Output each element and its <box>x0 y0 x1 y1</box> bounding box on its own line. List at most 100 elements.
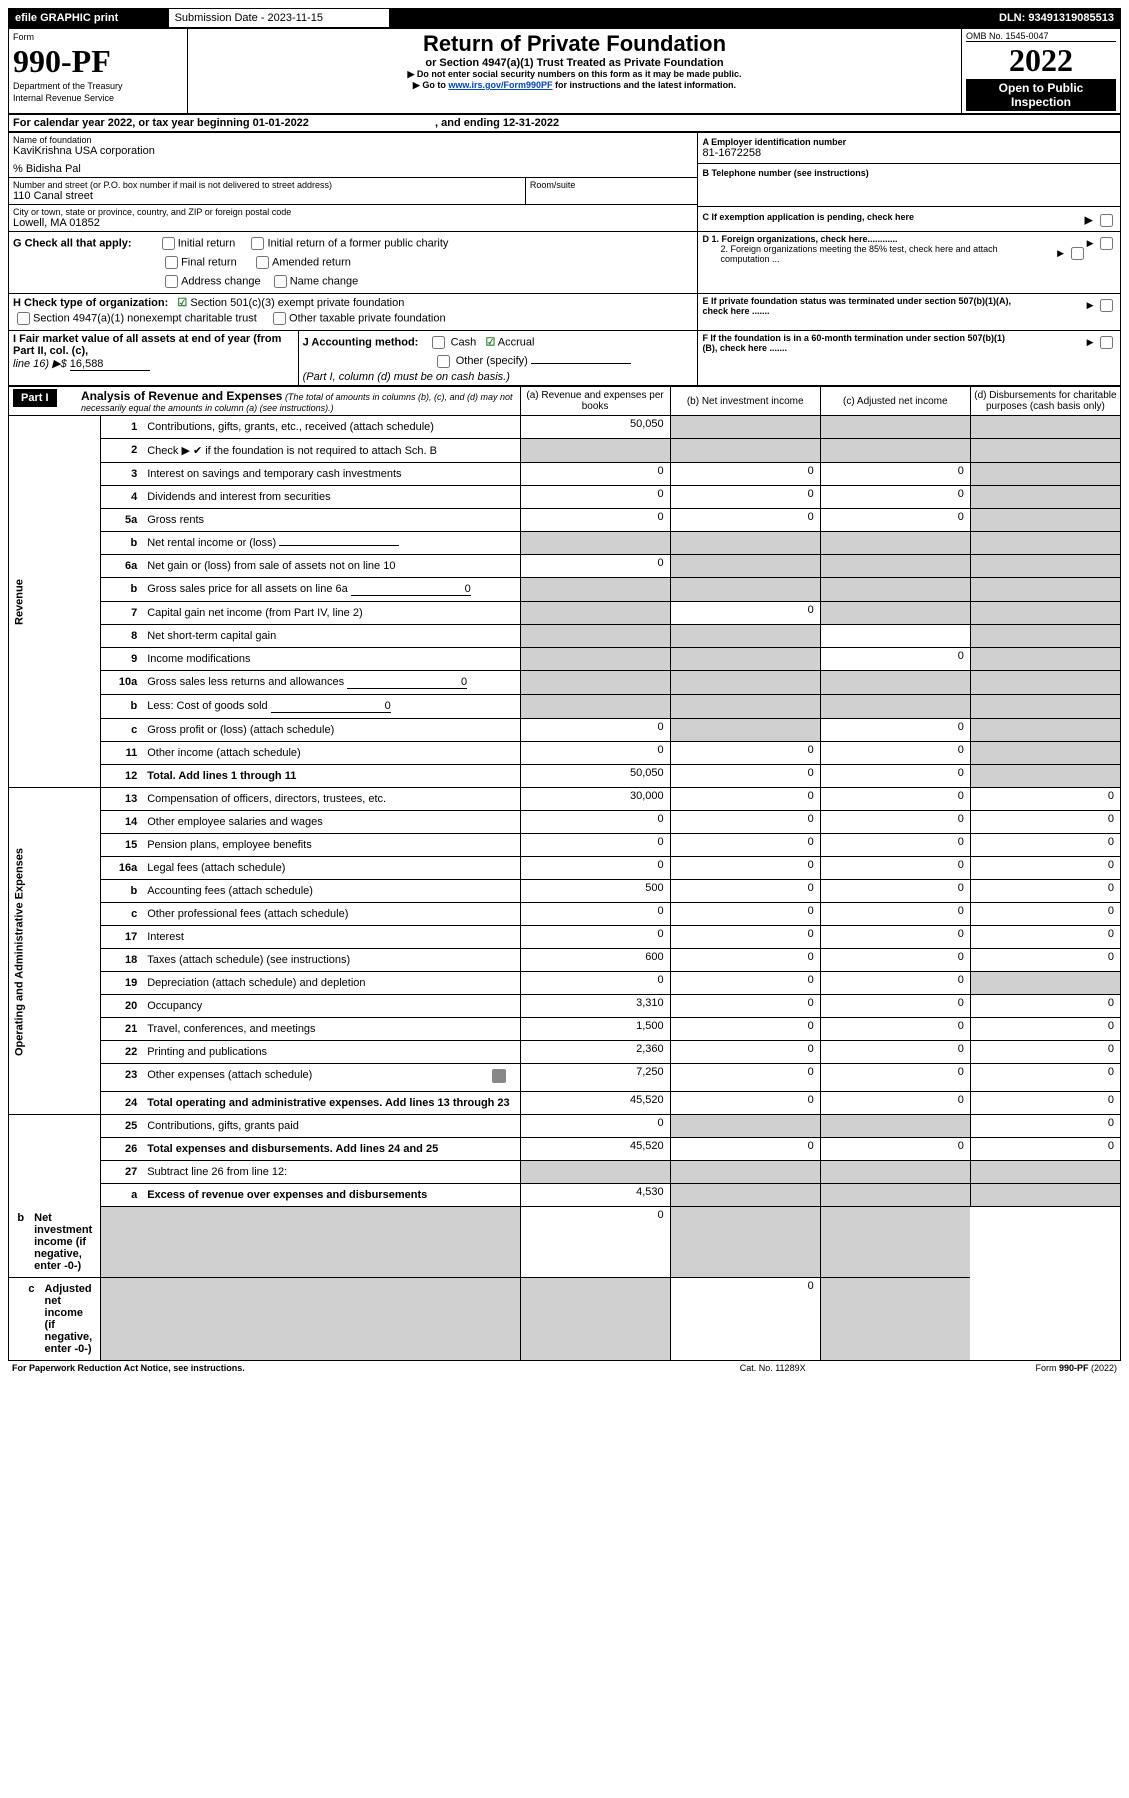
h-other-taxable[interactable] <box>273 312 286 325</box>
g-address-change[interactable] <box>165 275 178 288</box>
col-a-value: 50,050 <box>520 416 670 439</box>
page-footer: For Paperwork Reduction Act Notice, see … <box>8 1361 1121 1375</box>
line-number: 4 <box>105 489 143 505</box>
col-b-value: 0 <box>670 1092 820 1115</box>
g-initial-former[interactable] <box>251 237 264 250</box>
line-row: 8Net short-term capital gain <box>9 625 1121 648</box>
col-a-value <box>520 532 670 555</box>
line-text: Interest <box>143 929 515 945</box>
col-d-value: 0 <box>970 1092 1120 1115</box>
col-d-value <box>970 486 1120 509</box>
line-text: Check ▶ ✔ if the foundation is not requi… <box>143 442 515 459</box>
col-d-value <box>970 416 1120 439</box>
e-checkbox[interactable] <box>1100 299 1113 312</box>
line-row: 16aLegal fees (attach schedule)0000 <box>9 857 1121 880</box>
col-c-value <box>820 439 970 463</box>
col-c-value: 0 <box>820 719 970 742</box>
g-name-change[interactable] <box>274 275 287 288</box>
line-row: 20Occupancy3,310000 <box>9 995 1121 1018</box>
line-number: 24 <box>105 1095 143 1111</box>
line-row: 11Other income (attach schedule)000 <box>9 742 1121 765</box>
box-c-label: C If exemption application is pending, c… <box>702 212 914 222</box>
line-number: 2 <box>105 442 143 459</box>
j-cash[interactable] <box>432 336 445 349</box>
col-a-value: 0 <box>520 1115 670 1138</box>
col-c-value: 0 <box>820 949 970 972</box>
line-text: Other income (attach schedule) <box>143 745 515 761</box>
line-number: 12 <box>105 768 143 784</box>
g-amended-return[interactable] <box>256 256 269 269</box>
col-c-value: 0 <box>820 811 970 834</box>
g-final-return[interactable] <box>165 256 178 269</box>
goto-link[interactable]: www.irs.gov/Form990PF <box>448 80 552 90</box>
col-b-value: 0 <box>670 880 820 903</box>
col-a-value: 50,050 <box>520 765 670 788</box>
line-text: Gross sales price for all assets on line… <box>143 581 515 598</box>
form-label: Form <box>13 32 34 42</box>
col-b-value: 0 <box>670 1041 820 1064</box>
f-checkbox[interactable] <box>1100 336 1113 349</box>
h-4947[interactable] <box>17 312 30 325</box>
col-c-value: 0 <box>820 903 970 926</box>
box-j: J Accounting method: <box>303 336 419 348</box>
line-row: 2Check ▶ ✔ if the foundation is not requ… <box>9 439 1121 463</box>
line-row: 7Capital gain net income (from Part IV, … <box>9 602 1121 625</box>
col-c-value <box>820 671 970 695</box>
city-state-zip: Lowell, MA 01852 <box>13 217 693 229</box>
line-text: Subtract line 26 from line 12: <box>143 1164 515 1180</box>
part1-title: Analysis of Revenue and Expenses <box>81 389 282 403</box>
g-initial-return[interactable] <box>162 237 175 250</box>
part1-table: Part I Analysis of Revenue and Expenses … <box>8 386 1121 1361</box>
col-b-value <box>670 1161 820 1184</box>
attachment-icon[interactable] <box>492 1069 506 1083</box>
col-b-value <box>520 1277 670 1360</box>
col-b-value: 0 <box>670 972 820 995</box>
line-row: 21Travel, conferences, and meetings1,500… <box>9 1018 1121 1041</box>
col-a-value: 0 <box>520 834 670 857</box>
col-c-value <box>820 416 970 439</box>
line-text: Interest on savings and temporary cash i… <box>143 466 515 482</box>
col-a-value: 0 <box>520 742 670 765</box>
line-text: Contributions, gifts, grants paid <box>143 1118 515 1134</box>
col-b-value <box>670 695 820 719</box>
col-c-value: 0 <box>820 926 970 949</box>
box-g-label: G Check all that apply: <box>13 237 132 249</box>
d1-checkbox[interactable] <box>1100 237 1113 250</box>
col-b-value <box>670 719 820 742</box>
col-a-value: 0 <box>520 972 670 995</box>
col-a-value <box>520 695 670 719</box>
col-b-value: 0 <box>670 463 820 486</box>
line-row: 9Income modifications0 <box>9 648 1121 671</box>
line-number: 27 <box>105 1164 143 1180</box>
room-label: Room/suite <box>530 180 694 190</box>
line-text: Income modifications <box>143 651 515 667</box>
period-row: For calendar year 2022, or tax year begi… <box>8 114 1121 132</box>
col-d-value <box>970 439 1120 463</box>
col-d-value: 0 <box>970 834 1120 857</box>
col-b-value <box>670 1115 820 1138</box>
box-c-checkbox[interactable] <box>1100 214 1113 227</box>
d2-checkbox[interactable] <box>1071 247 1084 260</box>
col-a-value: 0 <box>520 857 670 880</box>
col-d-value <box>970 532 1120 555</box>
line-text: Less: Cost of goods sold 0 <box>143 698 515 715</box>
line-row: 4Dividends and interest from securities0… <box>9 486 1121 509</box>
col-c-value: 0 <box>820 880 970 903</box>
line-number: 13 <box>105 791 143 807</box>
line-row: cOther professional fees (attach schedul… <box>9 903 1121 926</box>
col-c-value: 0 <box>820 1064 970 1092</box>
col-d-value <box>820 1277 970 1360</box>
line-number: b <box>105 535 143 551</box>
j-other[interactable] <box>437 355 450 368</box>
col-d-value: 0 <box>970 995 1120 1018</box>
line-text: Net investment income (if negative, ente… <box>30 1210 96 1274</box>
col-c-value <box>820 555 970 578</box>
col-b-header: (b) Net investment income <box>670 387 820 416</box>
main-title: Return of Private Foundation <box>192 31 957 57</box>
line-row: 3Interest on savings and temporary cash … <box>9 463 1121 486</box>
col-b-value: 0 <box>670 1064 820 1092</box>
col-d-value <box>970 578 1120 602</box>
box-i: I Fair market value of all assets at end… <box>13 333 281 357</box>
col-a-value: 45,520 <box>520 1138 670 1161</box>
box-d2: 2. Foreign organizations meeting the 85%… <box>702 244 1010 264</box>
